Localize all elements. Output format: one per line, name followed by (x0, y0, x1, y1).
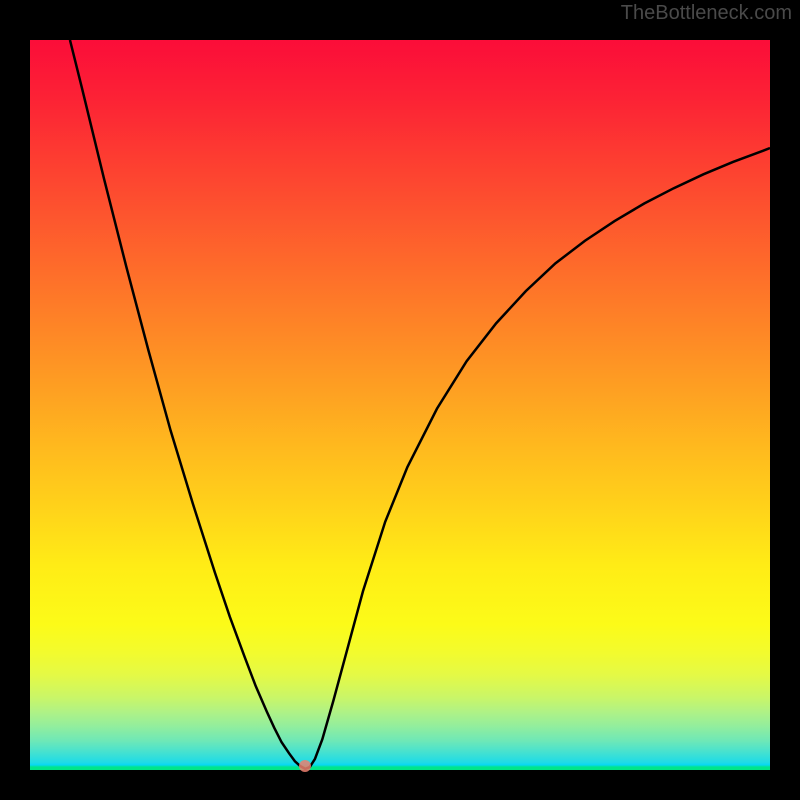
watermark-text: TheBottleneck.com (621, 2, 792, 25)
bottleneck-curve (70, 40, 770, 769)
curve-layer (30, 40, 770, 770)
optimum-marker (299, 760, 311, 772)
plot-area (30, 40, 770, 770)
